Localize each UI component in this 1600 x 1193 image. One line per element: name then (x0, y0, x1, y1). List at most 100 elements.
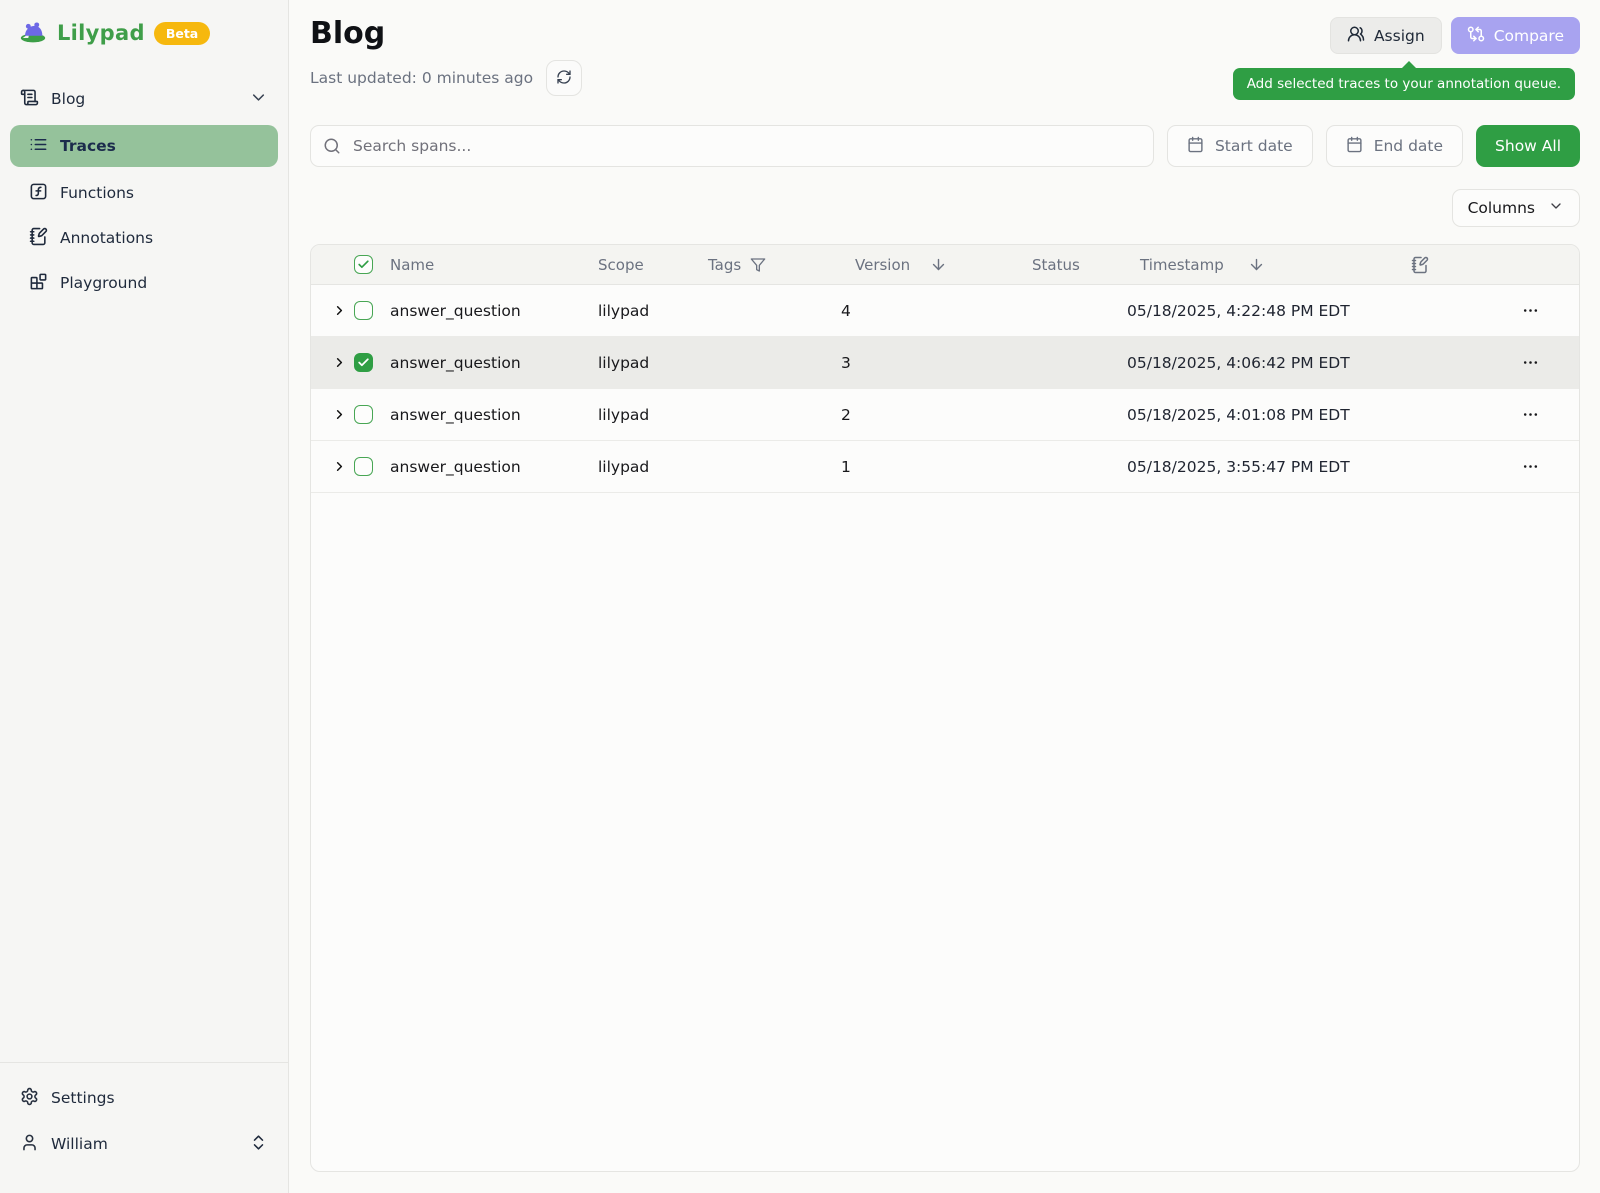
ellipsis-icon (1523, 361, 1537, 364)
row-checkbox[interactable] (354, 457, 373, 476)
sidebar-item-label: Functions (60, 184, 135, 202)
start-date-button[interactable]: Start date (1166, 125, 1313, 167)
sidebar-item-annotations[interactable]: Annotations (10, 219, 278, 257)
chevron-down-icon (249, 88, 268, 111)
arrow-down-icon (933, 258, 945, 271)
git-compare-icon (1467, 25, 1485, 47)
annotation-queue-tooltip: Add selected traces to your annotation q… (1232, 61, 1575, 100)
chevron-down-icon (1548, 198, 1564, 218)
chevron-right-icon (336, 358, 343, 367)
column-header-status: Status (1032, 255, 1080, 274)
user-name: William (51, 1135, 108, 1153)
user-menu[interactable]: William (10, 1125, 278, 1163)
expand-row-button[interactable] (323, 355, 347, 370)
sidebar-item-traces[interactable]: Traces (10, 125, 278, 167)
column-header-scope: Scope (598, 255, 644, 274)
users-icon (1347, 25, 1365, 47)
row-actions-button[interactable] (1519, 352, 1541, 374)
list-icon (29, 135, 48, 158)
column-header-version[interactable]: Version (835, 256, 1011, 274)
scroll-text-icon (20, 88, 39, 111)
row-checkbox[interactable] (354, 353, 373, 372)
calendar-icon (1346, 136, 1363, 157)
sidebar-item-functions[interactable]: Functions (10, 174, 278, 212)
brand-name: Lilypad (57, 21, 145, 45)
refresh-icon (556, 69, 572, 88)
column-header-name: Name (390, 255, 435, 274)
filter-icon (750, 257, 766, 272)
cell-scope: lilypad (598, 405, 650, 424)
sidebar-item-label: Blog (51, 90, 86, 108)
sidebar-item-label: Annotations (60, 229, 154, 247)
cell-version: 3 (841, 353, 851, 372)
show-all-button[interactable]: Show All (1476, 125, 1580, 167)
table-row[interactable]: answer_question lilypad 2 05/18/2025, 4:… (311, 389, 1579, 441)
cell-name: answer_question (390, 457, 521, 476)
page-title: Blog (310, 16, 386, 51)
cell-name: answer_question (390, 353, 521, 372)
select-all-checkbox[interactable] (354, 255, 373, 274)
sidebar-footer: Settings William (0, 1062, 288, 1163)
table-row[interactable]: answer_question lilypad 4 05/18/2025, 4:… (311, 285, 1579, 337)
assign-button[interactable]: Assign (1329, 17, 1442, 54)
end-date-button[interactable]: End date (1325, 125, 1464, 167)
cell-timestamp: 05/18/2025, 4:06:42 PM EDT (1127, 353, 1350, 372)
expand-row-button[interactable] (323, 303, 347, 318)
sidebar-item-settings[interactable]: Settings (10, 1079, 278, 1117)
arrow-down-icon (1250, 258, 1262, 271)
row-actions-button[interactable] (1519, 404, 1541, 426)
row-checkbox[interactable] (354, 405, 373, 424)
cell-scope: lilypad (598, 353, 650, 372)
ellipsis-icon (1523, 309, 1537, 312)
chevron-right-icon (336, 306, 343, 315)
cell-timestamp: 05/18/2025, 3:55:47 PM EDT (1127, 457, 1350, 476)
column-header-tags[interactable]: Tags (695, 256, 835, 274)
sidebar-item-label: Playground (60, 274, 148, 292)
chevron-right-icon (336, 462, 343, 471)
traces-table: Name Scope Tags Version Status Timestamp (310, 244, 1580, 1172)
ellipsis-icon (1523, 413, 1537, 416)
check-icon (358, 358, 369, 367)
table-row[interactable]: answer_question lilypad 3 05/18/2025, 4:… (311, 337, 1579, 389)
cell-scope: lilypad (598, 301, 650, 320)
cell-timestamp: 05/18/2025, 4:22:48 PM EDT (1127, 301, 1350, 320)
table-row[interactable]: answer_question lilypad 1 05/18/2025, 3:… (311, 441, 1579, 493)
logo[interactable]: Lilypad Beta (10, 18, 278, 48)
compare-button[interactable]: Compare (1450, 17, 1580, 54)
chevrons-up-down-icon (249, 1133, 268, 1156)
calendar-icon (1187, 136, 1204, 157)
columns-dropdown[interactable]: Columns (1451, 189, 1580, 227)
gear-icon (20, 1087, 39, 1110)
row-actions-button[interactable] (1519, 456, 1541, 478)
sidebar-item-playground[interactable]: Playground (10, 264, 278, 302)
search-icon (323, 137, 341, 155)
cell-name: answer_question (390, 405, 521, 424)
last-updated-text: Last updated: 0 minutes ago (310, 69, 534, 87)
notebook-pen-icon (29, 227, 48, 250)
row-actions-button[interactable] (1519, 300, 1541, 322)
beta-badge: Beta (153, 21, 211, 45)
main-content: Blog Assign Compare Last updated: 0 minu… (289, 0, 1600, 1193)
table-body: answer_question lilypad 4 05/18/2025, 4:… (311, 285, 1579, 493)
table-header-row: Name Scope Tags Version Status Timestamp (311, 245, 1579, 285)
refresh-button[interactable] (546, 60, 583, 96)
cell-version: 1 (841, 457, 851, 476)
sidebar: Lilypad Beta Blog Traces (0, 0, 289, 1193)
cell-scope: lilypad (598, 457, 650, 476)
cell-version: 4 (841, 301, 851, 320)
blocks-icon (29, 272, 48, 295)
expand-row-button[interactable] (323, 459, 347, 474)
chevron-right-icon (336, 410, 343, 419)
user-icon (20, 1133, 39, 1156)
cell-name: answer_question (390, 301, 521, 320)
column-header-timestamp[interactable]: Timestamp (1111, 256, 1411, 274)
expand-row-button[interactable] (323, 407, 347, 422)
search-input[interactable] (310, 125, 1154, 167)
cell-timestamp: 05/18/2025, 4:01:08 PM EDT (1127, 405, 1350, 424)
row-checkbox[interactable] (354, 301, 373, 320)
frog-icon (18, 18, 48, 48)
sidebar-item-project-blog[interactable]: Blog (10, 80, 278, 118)
function-square-icon (29, 182, 48, 205)
sidebar-item-label: Traces (60, 137, 116, 155)
